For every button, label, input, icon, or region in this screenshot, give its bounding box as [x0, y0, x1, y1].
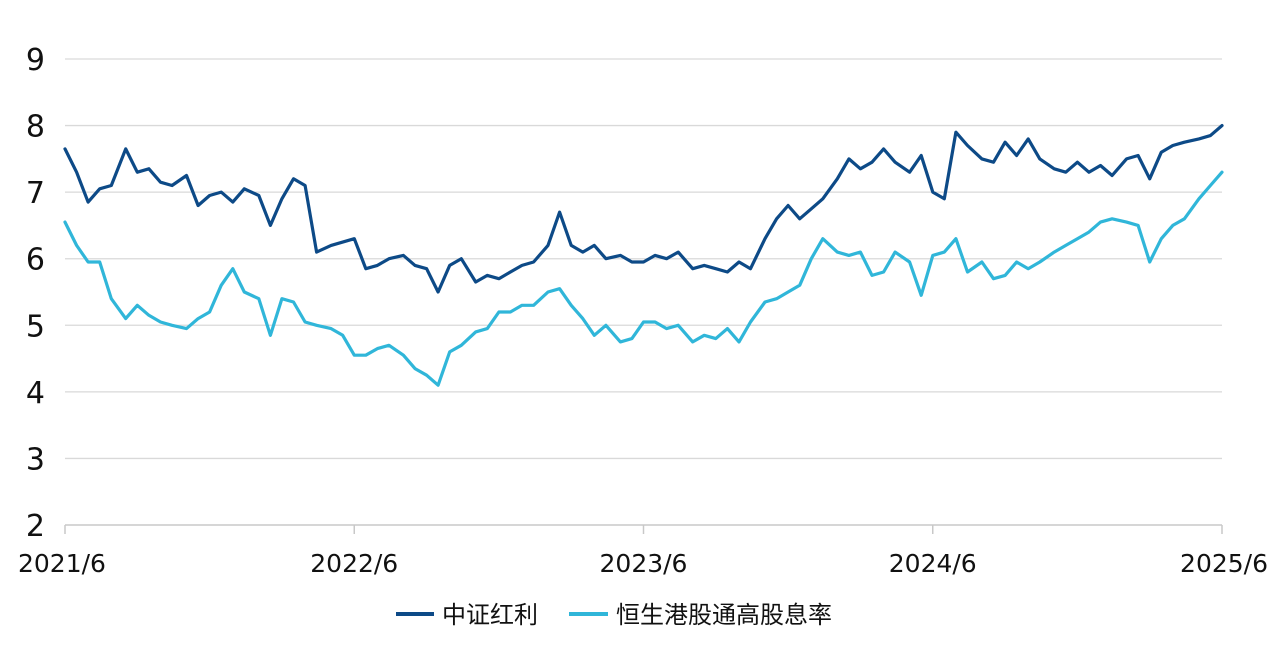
x-axis-tick-label: 2025/6	[1180, 549, 1268, 578]
x-axis	[64, 524, 1223, 534]
y-axis-tick-label: 5	[26, 309, 45, 344]
x-axis-tick-labels: 2021/6 2022/6 2023/6 2024/6 2025/6	[18, 549, 1268, 578]
legend: 中证红利 恒生港股通高股息率	[396, 601, 832, 629]
legend-label: 恒生港股通高股息率	[616, 601, 832, 629]
y-axis-tick-label: 6	[26, 243, 45, 278]
y-axis-tick-label: 4	[26, 376, 45, 411]
series-line-0	[63, 123, 1224, 294]
y-axis-tick-label: 2	[26, 509, 45, 544]
plot-series	[63, 123, 1224, 387]
gridlines	[65, 58, 1222, 460]
series-line-1	[63, 170, 1224, 387]
x-axis-tick-label: 2023/6	[600, 549, 688, 578]
x-axis-tick-label: 2022/6	[310, 549, 398, 578]
y-axis-tick-label: 7	[26, 176, 45, 211]
y-axis-tick-labels: 2 3 4 5 6 7 8 9	[26, 43, 45, 544]
x-axis-tick-label: 2024/6	[889, 549, 977, 578]
y-axis-tick-label: 3	[26, 442, 45, 477]
y-axis-tick-label: 9	[26, 43, 45, 78]
y-axis-tick-label: 8	[26, 110, 45, 145]
legend-label: 中证红利	[442, 601, 538, 629]
x-axis-tick-label: 2021/6	[18, 549, 106, 578]
